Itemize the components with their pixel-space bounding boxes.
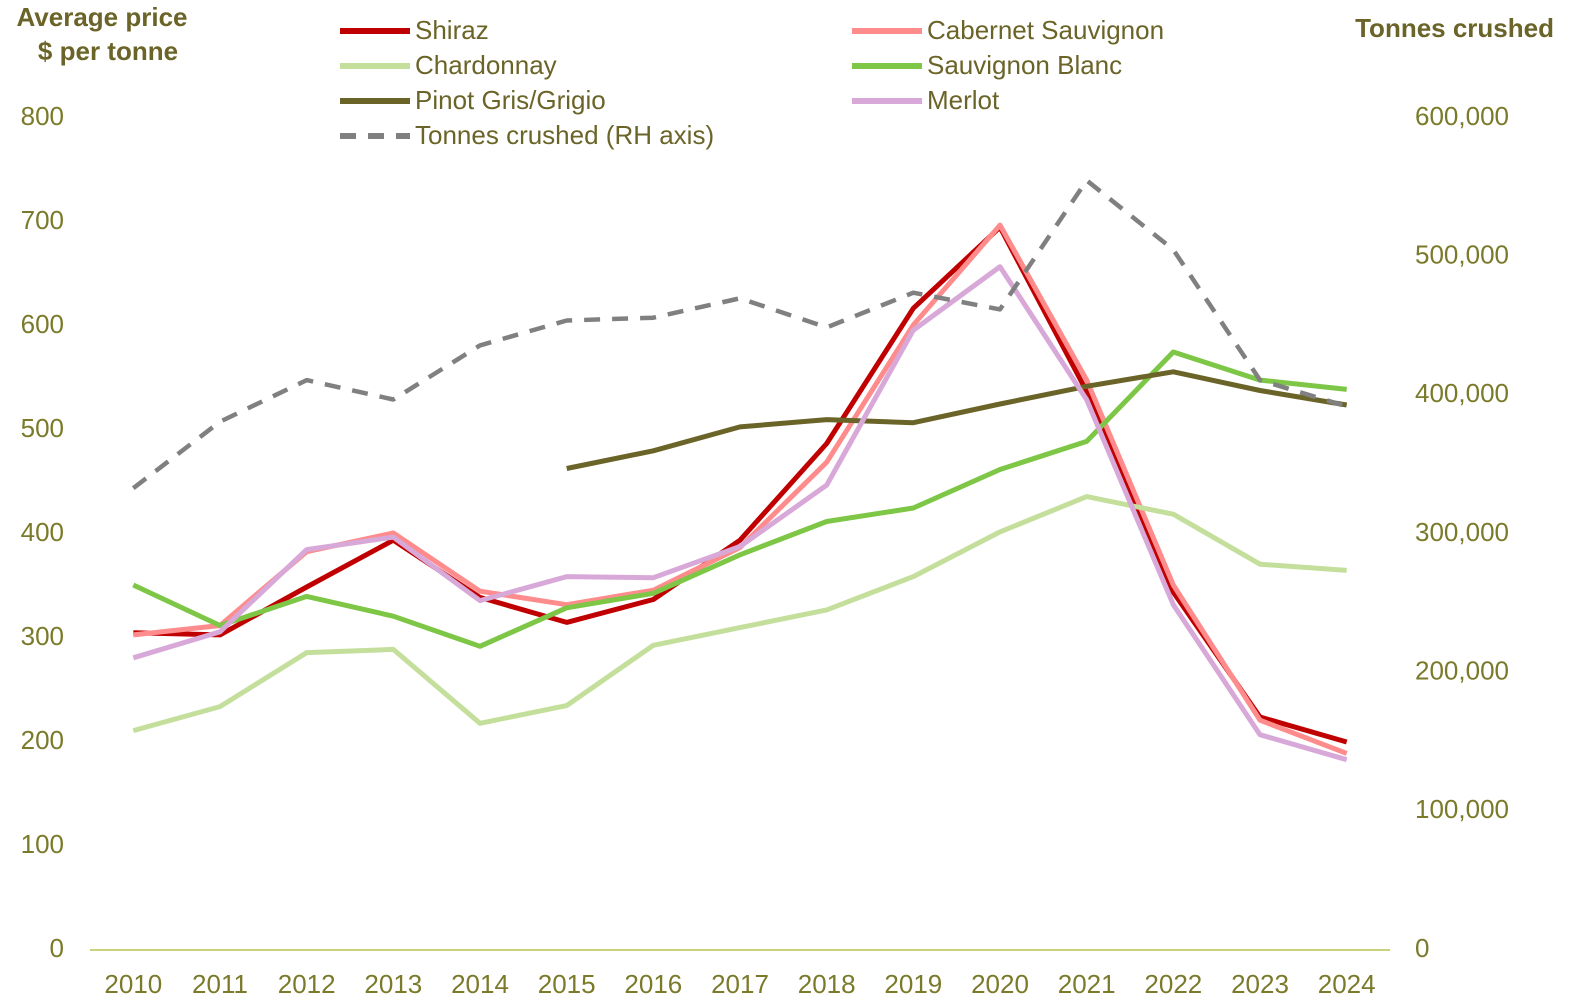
legend-label: Sauvignon Blanc	[927, 50, 1122, 80]
y-tick-label: 400	[21, 517, 64, 547]
legend-label: Cabernet Sauvignon	[927, 15, 1164, 45]
series-line	[131, 178, 1348, 490]
x-tick-label: 2016	[624, 969, 682, 999]
legend-label: Chardonnay	[415, 50, 557, 80]
y-tick-label: 300	[21, 621, 64, 651]
x-tick-label: 2013	[364, 969, 422, 999]
y-tick-label: 0	[50, 933, 64, 963]
x-tick-label: 2014	[451, 969, 509, 999]
y2-tick-label: 0	[1415, 933, 1429, 963]
series-line	[133, 224, 1348, 745]
x-tick-label: 2021	[1058, 969, 1116, 999]
y2-tick-label: 200,000	[1415, 656, 1509, 686]
y-tick-label: 700	[21, 205, 64, 235]
x-tick-label: 2024	[1318, 969, 1376, 999]
y-axis-title: Average price	[16, 2, 187, 32]
y2-tick-label: 500,000	[1415, 240, 1509, 270]
series-line	[566, 369, 1348, 471]
y2-tick-label: 100,000	[1415, 794, 1509, 824]
x-tick-label: 2015	[538, 969, 596, 999]
y-tick-label: 500	[21, 413, 64, 443]
x-tick-label: 2017	[711, 969, 769, 999]
x-tick-label: 2011	[192, 969, 248, 999]
legend-label: Shiraz	[415, 15, 489, 45]
x-tick-label: 2010	[104, 969, 162, 999]
series-line	[133, 222, 1348, 756]
x-tick-label: 2019	[884, 969, 942, 999]
series-line	[132, 494, 1347, 734]
x-tick-label: 2018	[798, 969, 856, 999]
y2-axis-title: Tonnes crushed	[1355, 13, 1554, 43]
x-tick-label: 2020	[971, 969, 1029, 999]
y-tick-label: 200	[21, 725, 64, 755]
series-line	[132, 349, 1347, 649]
x-tick-label: 2012	[278, 969, 336, 999]
x-tick-label: 2022	[1144, 969, 1202, 999]
legend-label: Tonnes crushed (RH axis)	[415, 120, 714, 150]
y2-tick-label: 600,000	[1415, 101, 1509, 131]
y-tick-label: 800	[21, 101, 64, 131]
y-axis-title: $ per tonne	[38, 36, 178, 66]
y-tick-label: 600	[21, 309, 64, 339]
x-tick-label: 2023	[1231, 969, 1289, 999]
legend-label: Pinot Gris/Grigio	[415, 85, 606, 115]
y2-tick-label: 300,000	[1415, 517, 1509, 547]
y2-tick-label: 400,000	[1415, 378, 1509, 408]
series-line	[132, 264, 1348, 763]
y-tick-label: 100	[21, 829, 64, 859]
legend-label: Merlot	[927, 85, 1000, 115]
